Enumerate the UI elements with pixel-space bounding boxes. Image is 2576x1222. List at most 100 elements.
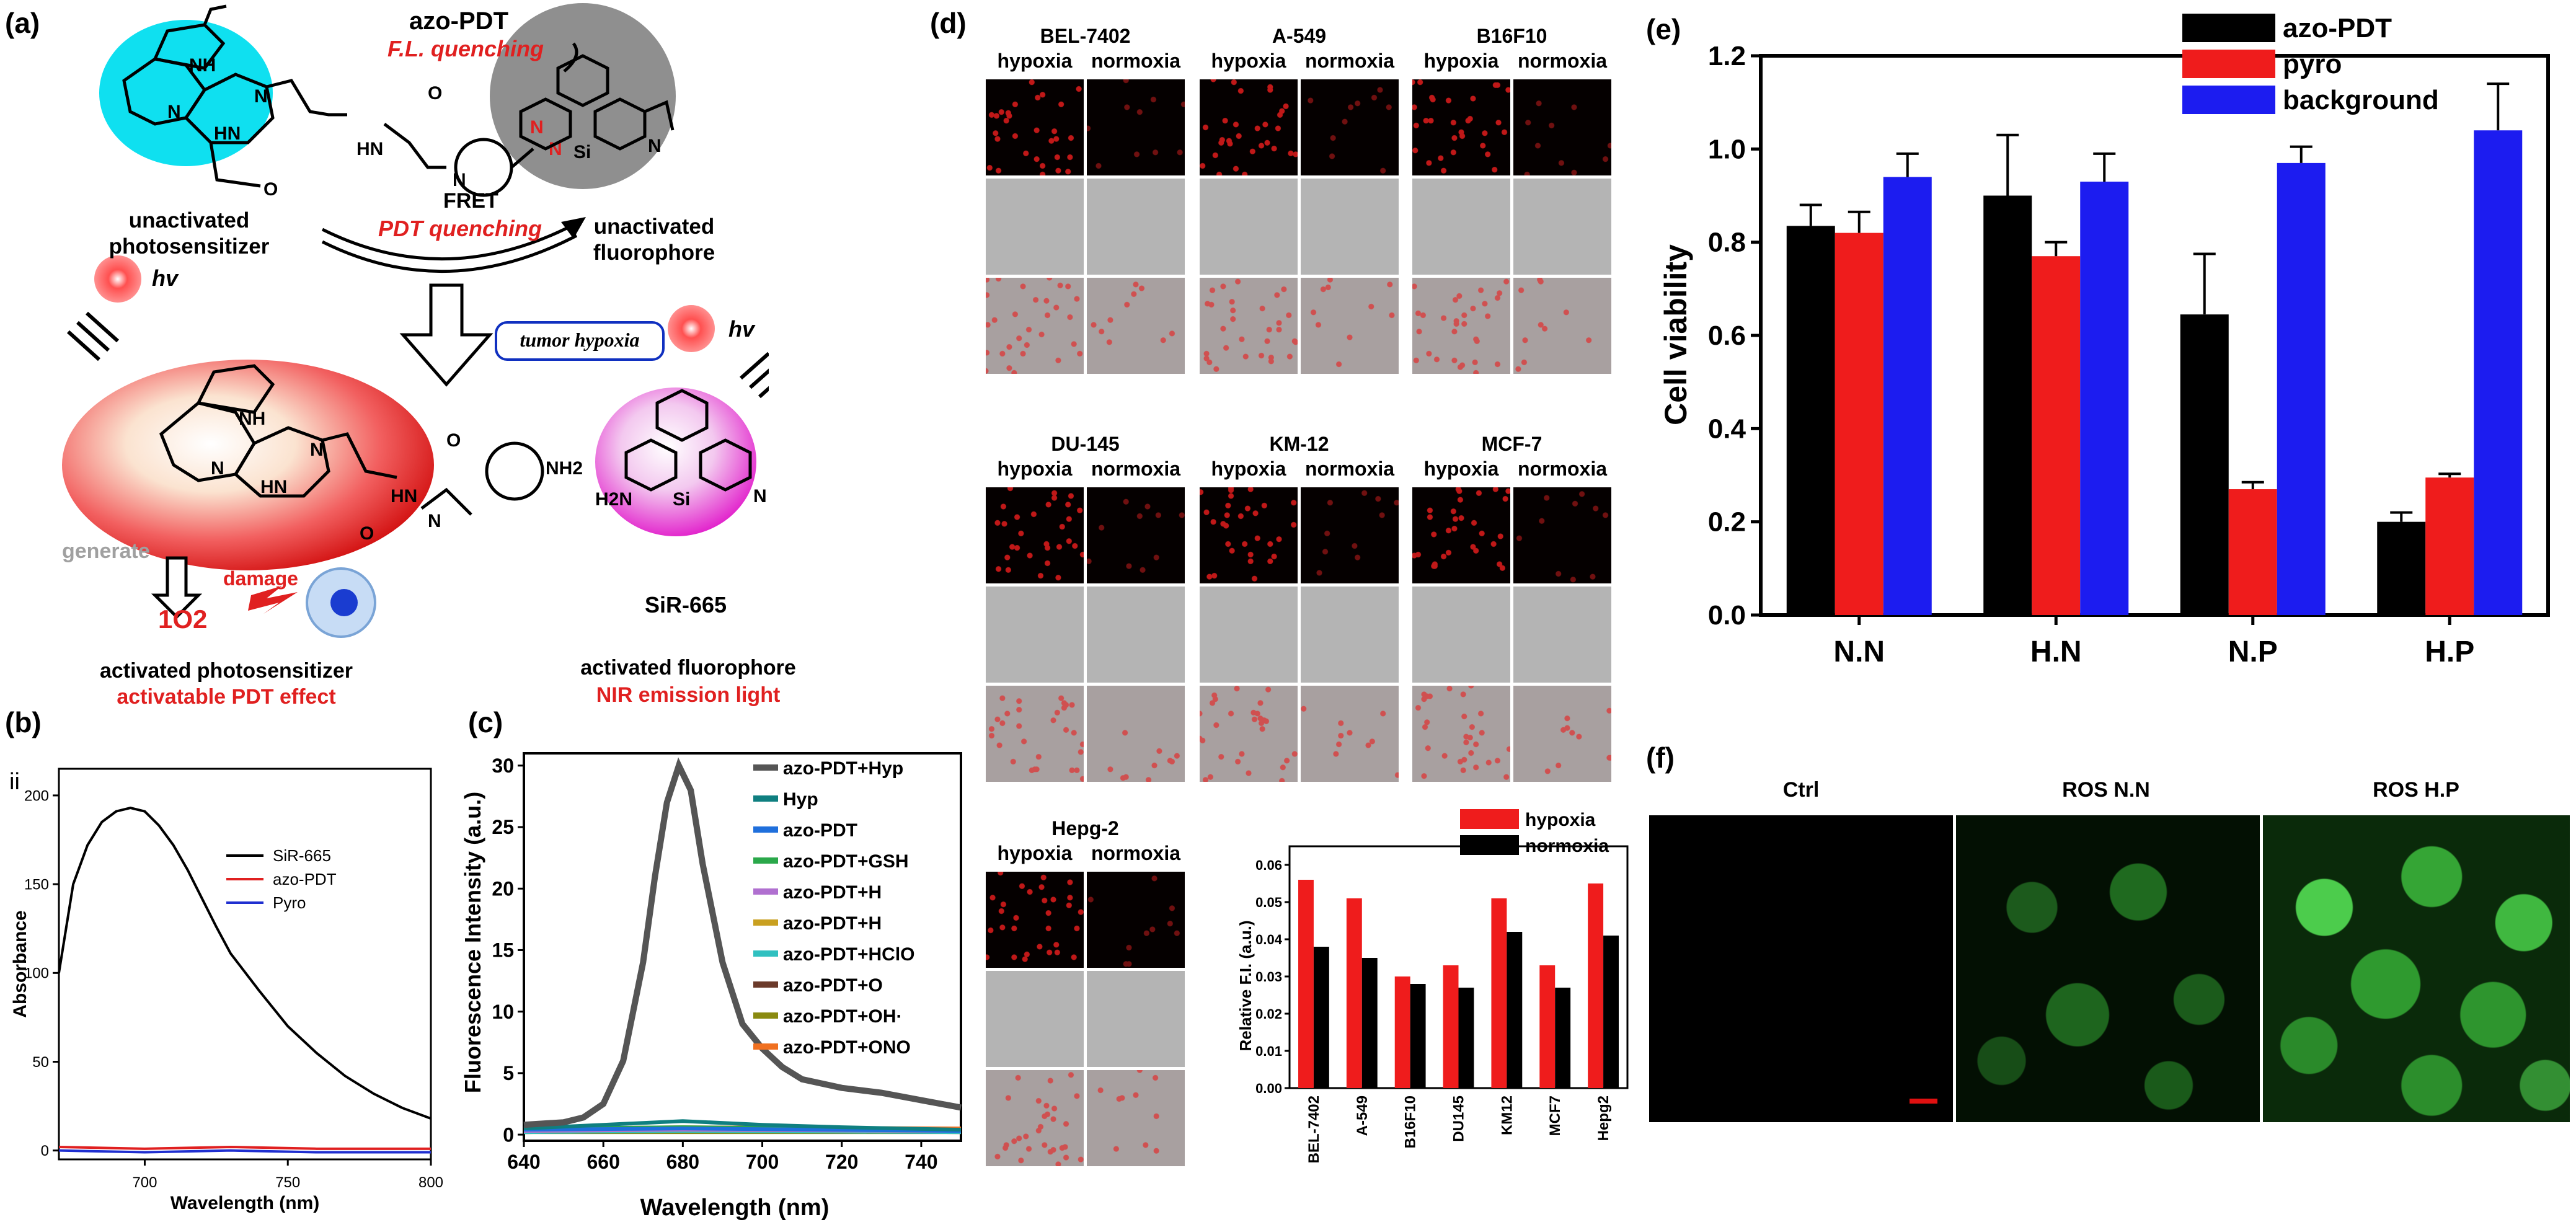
micrograph-tile (1087, 686, 1185, 782)
micrograph-tile (1412, 179, 1510, 275)
bar-hypoxia (1346, 898, 1362, 1088)
y-tick-label: 10 (492, 1001, 514, 1023)
micrograph-tile (1513, 179, 1611, 275)
normoxia-label: normoxia (1304, 458, 1395, 480)
bar-normoxia (1361, 958, 1378, 1088)
y-tick-label: 150 (24, 877, 49, 893)
micrograph-tile (1087, 79, 1185, 175)
atom-hn-4: HN (391, 486, 417, 507)
x-tick-label: A-549 (1354, 1096, 1371, 1136)
x-tick-label: 680 (666, 1151, 699, 1173)
bar-hypoxia (1443, 965, 1459, 1088)
ctrl-label: Ctrl (1782, 778, 1820, 802)
generate-label: generate (62, 539, 150, 563)
panel-e-letter: (e) (1646, 13, 1681, 45)
unact-fl-line1: unactivated (593, 215, 715, 239)
bar-background (1883, 177, 1932, 615)
bar-normoxia (1313, 947, 1329, 1088)
bar-normoxia (1410, 984, 1426, 1088)
cell-line-name: Hepg-2 (1051, 817, 1119, 839)
unact-ps-line2: photosensitizer (108, 234, 270, 259)
series-line-azo-pdt (523, 1127, 962, 1133)
bar-background (2080, 181, 2129, 615)
y-tick-label: 50 (32, 1054, 49, 1071)
micrograph-tile (1301, 487, 1399, 583)
legend-label: hypoxia (1525, 810, 1596, 830)
legend-label: Pyro (273, 893, 306, 912)
light-source-2 (668, 305, 715, 352)
panel-f-letter: (f) (1646, 742, 1675, 774)
hypoxia-label: hypoxia (1211, 458, 1286, 480)
legend-label: SiR-665 (273, 846, 331, 865)
bar-pyro (2425, 477, 2474, 615)
tumor-hypoxia-box (495, 321, 665, 361)
legend-label: azo-PDT (273, 870, 337, 888)
micrograph-tile (1301, 278, 1399, 374)
micrograph-tile (986, 1070, 1084, 1166)
panel-a-scheme: NH N N HN O O HN N N N Si N (62, 3, 769, 638)
panel-b-corner-label: ii (9, 769, 20, 795)
y-tick-label: 0.4 (1708, 414, 1746, 444)
y-tick-label: 0.8 (1708, 228, 1746, 258)
cell-line-name: KM-12 (1269, 433, 1329, 455)
legend-label: azo-PDT+Hyp (783, 758, 903, 779)
micrograph-tile (986, 686, 1084, 782)
micrograph-tile (986, 487, 1084, 583)
micrograph-tile (1200, 278, 1298, 374)
panel-c-letter: (c) (468, 706, 503, 738)
x-tick-label: 700 (746, 1151, 779, 1173)
atom-o-4: O (446, 430, 461, 451)
y-tick-label: 200 (24, 787, 49, 804)
y-axis-label: Relative F.I. (a.u.) (1236, 921, 1255, 1052)
unactivated-photosensitizer-label: unactivated photosensitizer (105, 208, 273, 260)
x-tick-label: 740 (905, 1151, 937, 1173)
x-tick-label: 660 (586, 1151, 619, 1173)
bar-hypoxia (1298, 880, 1314, 1088)
hypoxia-label: hypoxia (997, 842, 1073, 864)
micrograph-tile (1301, 686, 1399, 782)
y-tick-label: 5 (503, 1062, 514, 1084)
x-tick-label: 640 (507, 1151, 540, 1173)
atom-nh-2: NH (239, 409, 265, 429)
unact-fl-line2: fluorophore (593, 241, 715, 265)
micrograph-tile (1200, 79, 1298, 175)
x-tick-label: 700 (132, 1174, 157, 1191)
x-tick-label: 800 (418, 1174, 443, 1191)
x-tick-label: 750 (275, 1174, 300, 1191)
normoxia-label: normoxia (1304, 50, 1395, 72)
y-tick-label: 0.6 (1708, 321, 1746, 351)
micrograph-tile (1087, 971, 1185, 1067)
scale-bar (1910, 1099, 1937, 1104)
y-tick-label: 0 (503, 1123, 514, 1146)
damage-bolt (248, 586, 298, 614)
legend-label: Hyp (783, 789, 818, 810)
legend-label: background (2283, 85, 2439, 115)
y-tick-label: 0.02 (1255, 1006, 1282, 1022)
azo-pdt-title: azo-PDT (409, 7, 508, 35)
x-axis-label: Wavelength (nm) (640, 1195, 830, 1221)
series-line-sir-665 (58, 806, 432, 1120)
bar-normoxia (1603, 936, 1619, 1088)
panel-b-letter: (b) (5, 706, 42, 738)
legend-swatch (2182, 86, 2275, 114)
atom-n-2: N (167, 102, 181, 122)
atom-si-2: Si (673, 489, 690, 510)
legend-label: normoxia (1525, 836, 1609, 856)
legend-label: azo-PDT+H (783, 913, 882, 934)
active-photosensitizer-halo (62, 360, 434, 570)
light-source-1 (94, 255, 141, 303)
micrograph-tile (986, 79, 1084, 175)
x-tick-label: Hepg2 (1595, 1096, 1612, 1141)
x-axis-label: Wavelength (nm) (170, 1193, 320, 1213)
x-tick-label: H.N (2030, 635, 2082, 668)
micrograph-tile (1513, 487, 1611, 583)
ctrl-image (1649, 815, 1953, 1122)
atom-hn-3: HN (260, 477, 287, 497)
porphyrin-top (122, 4, 534, 197)
sir-skeleton (624, 389, 752, 492)
bar-azo-PDT (1983, 195, 2032, 615)
photosensitizer-halo (99, 20, 273, 166)
bar-azo-PDT (1786, 226, 1835, 615)
activatable-pdt-label: activatable PDT effect (117, 685, 336, 709)
bar-pyro (1835, 232, 1883, 616)
